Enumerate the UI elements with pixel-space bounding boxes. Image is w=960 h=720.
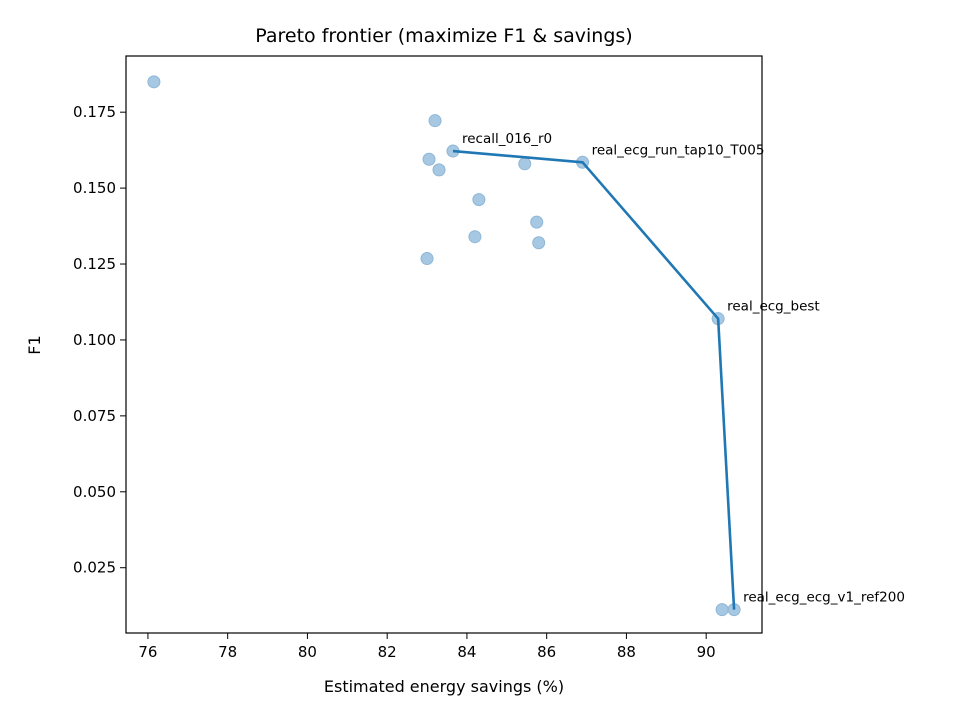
y-tick-label: 0.125: [73, 255, 116, 273]
scatter-point: [530, 215, 544, 229]
chart-title: Pareto frontier (maximize F1 & savings): [255, 25, 632, 47]
x-tick-label: 84: [457, 643, 476, 661]
frontier-annotation: real_ecg_best: [727, 299, 820, 315]
y-tick-label: 0.075: [73, 407, 116, 425]
y-axis-label: F1: [25, 335, 44, 354]
frontier-annotation: real_ecg_ecg_v1_ref200: [743, 590, 905, 606]
x-tick-label: 88: [617, 643, 636, 661]
scatter-point: [432, 163, 446, 177]
frontier-annotation: recall_016_r0: [462, 131, 552, 147]
scatter-point: [422, 152, 436, 166]
x-tick-label: 90: [697, 643, 716, 661]
y-tick-label: 0.025: [73, 559, 116, 577]
frontier-annotation: real_ecg_run_tap10_T005: [592, 142, 765, 158]
scatter-point: [532, 236, 546, 250]
scatter-point: [472, 193, 486, 207]
x-tick-label: 78: [218, 643, 237, 661]
plot-frame: [125, 55, 763, 634]
x-tick-label: 86: [537, 643, 556, 661]
scatter-point: [420, 252, 434, 266]
y-tick-label: 0.050: [73, 483, 116, 501]
scatter-point: [428, 114, 442, 128]
scatter-point: [715, 603, 729, 617]
x-axis-label: Estimated energy savings (%): [324, 677, 564, 696]
axes: 76 78 80 82 84 86 88 90 0.025 0.050 0.075 0.100 0.12…: [73, 103, 716, 661]
x-tick-label: 82: [378, 643, 397, 661]
y-tick-label: 0.175: [73, 103, 116, 121]
scatter-point: [147, 75, 161, 89]
y-tick-label: 0.150: [73, 179, 116, 197]
plot-area: recall_016_r0 real_ecg_run_tap10_T005real…: [147, 75, 905, 617]
x-tick-label: 76: [138, 643, 157, 661]
scatter-point: [518, 157, 532, 171]
x-tick-label: 80: [298, 643, 317, 661]
scatter-point: [468, 230, 482, 244]
y-tick-label: 0.100: [73, 331, 116, 349]
frontier-line: [452, 149, 736, 610]
